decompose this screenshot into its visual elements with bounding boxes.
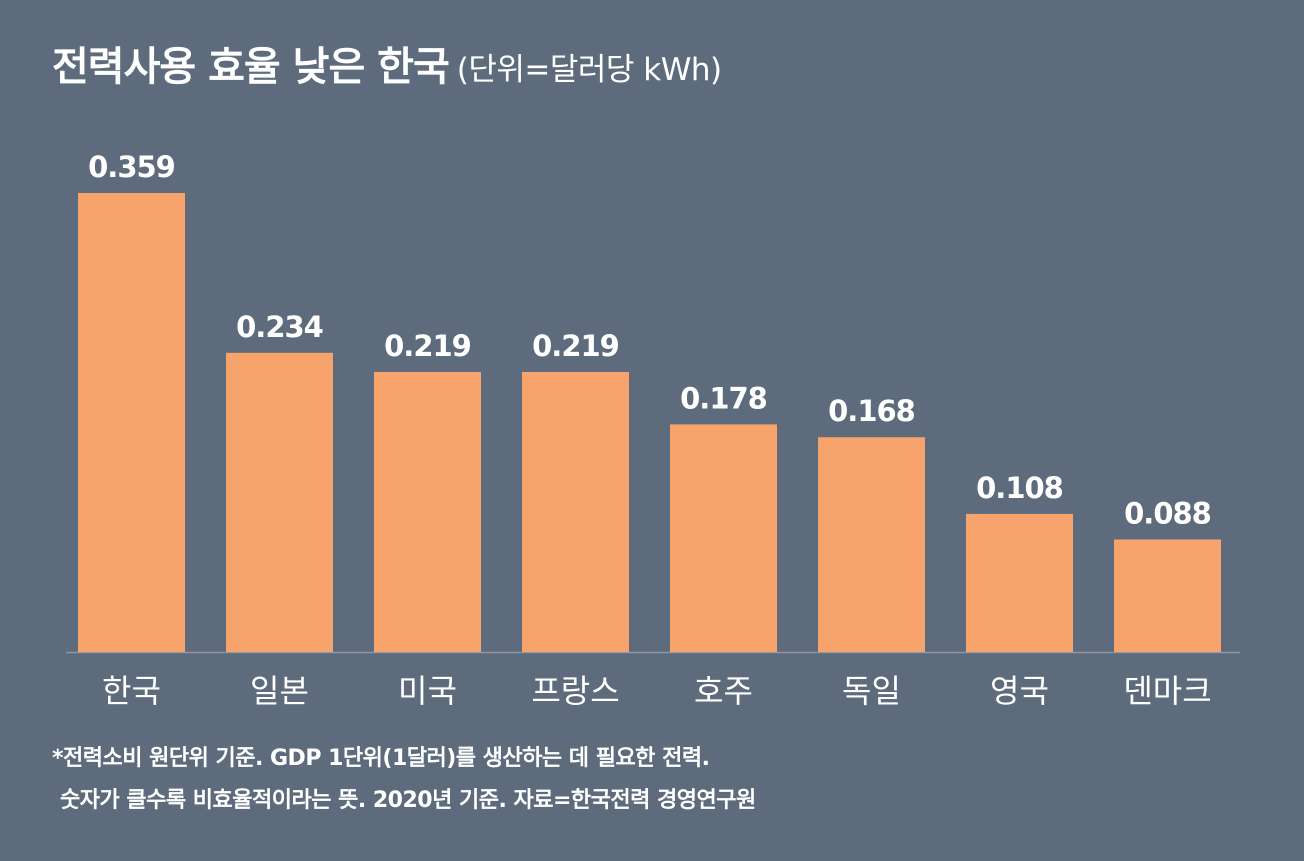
value-label-2: 0.219	[384, 329, 471, 363]
category-label-5: 독일	[842, 672, 901, 710]
category-label-3: 프랑스	[531, 672, 619, 710]
bar-5	[818, 437, 925, 652]
bar-7	[1114, 539, 1221, 652]
bar-1	[226, 352, 333, 652]
bar-0	[78, 193, 185, 652]
category-label-0: 한국	[102, 672, 161, 710]
chart-title: 전력사용 효율 낮은 한국	[52, 44, 450, 90]
category-label-2: 미국	[398, 672, 457, 710]
category-label-1: 일본	[250, 672, 309, 710]
chart-title-row: 전력사용 효율 낮은 한국 (단위=달러당 kWh)	[52, 34, 722, 92]
value-label-6: 0.108	[976, 471, 1063, 505]
value-label-5: 0.168	[828, 394, 915, 428]
category-label-7: 덴마크	[1123, 672, 1211, 710]
bar-6	[966, 513, 1073, 652]
footnote-line-1: *전력소비 원단위 기준. GDP 1단위(1달러)를 생산하는 데 필요한 전…	[52, 746, 710, 771]
bars-group: 0.359 한국 0.234 일본 0.219 미국 0.219 프랑스 0.178 호주 0.16…	[78, 150, 1221, 710]
value-label-4: 0.178	[680, 381, 767, 415]
category-label-6: 영국	[990, 672, 1049, 710]
chart-unit-label: (단위=달러당 kWh)	[456, 52, 722, 88]
value-label-0: 0.359	[88, 150, 175, 184]
bar-4	[670, 424, 777, 652]
value-label-3: 0.219	[532, 329, 619, 363]
footnote: *전력소비 원단위 기준. GDP 1단위(1달러)를 생산하는 데 필요한 전…	[52, 738, 756, 822]
category-label-4: 호주	[694, 672, 753, 710]
value-label-7: 0.088	[1124, 496, 1211, 530]
value-label-1: 0.234	[236, 310, 323, 344]
bar-2	[374, 371, 481, 652]
footnote-line-2: 숫자가 클수록 비효율적이라는 뜻. 2020년 기준. 자료=한국전력 경영연…	[60, 788, 756, 813]
bar-3	[522, 371, 629, 652]
